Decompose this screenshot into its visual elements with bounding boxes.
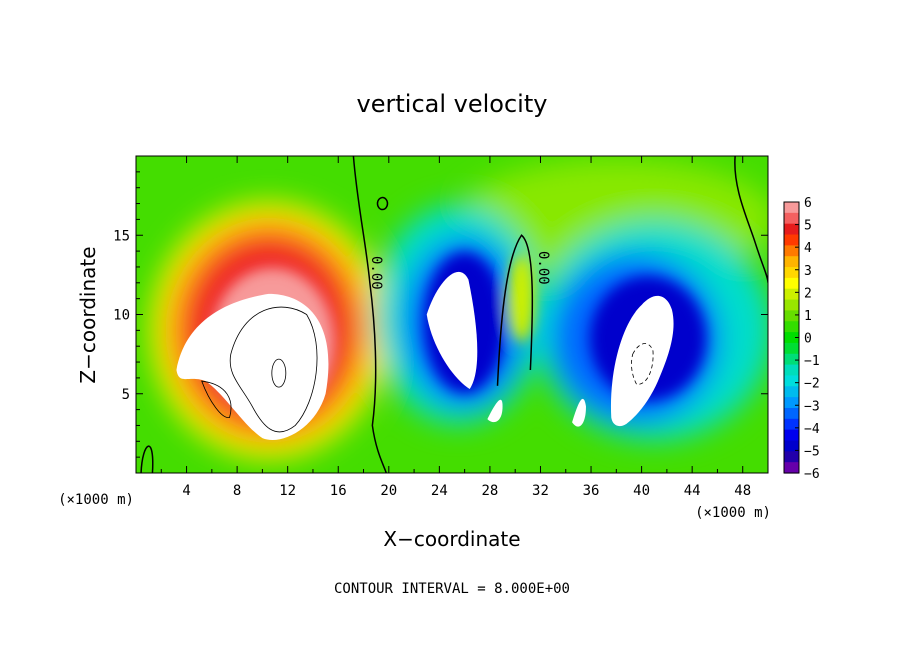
colorbar-band — [784, 299, 799, 311]
colorbar-band — [784, 288, 799, 301]
colorbar-band — [784, 321, 799, 333]
colorbar-band — [784, 310, 799, 322]
colorbar-band — [784, 277, 799, 290]
colorbar-band — [784, 267, 799, 279]
core-contour — [271, 358, 287, 388]
colorbar-tick-label: −2 — [804, 377, 820, 392]
downdraft-saturated-core — [610, 295, 674, 427]
colorbar-band — [784, 397, 799, 409]
colorbar-band — [784, 256, 799, 268]
x-tick-label: 12 — [279, 483, 296, 499]
colorbar-band — [784, 375, 799, 387]
zero-contour — [140, 445, 154, 473]
colorbar-band — [784, 234, 799, 246]
y-tick-label: 10 — [113, 308, 130, 324]
core-contour — [201, 380, 232, 418]
downdraft-saturated-core — [426, 271, 478, 389]
colorbar-band — [784, 353, 799, 366]
contour-label-west: 0.00 — [368, 256, 384, 290]
colorbar-band — [784, 386, 799, 398]
x-tick-label: 20 — [380, 483, 397, 499]
core-contour — [229, 306, 318, 433]
zero-contour — [352, 156, 387, 473]
chart-title: vertical velocity — [357, 90, 548, 118]
x-tick-label: 36 — [583, 483, 600, 499]
y-tick-label: 15 — [113, 228, 130, 244]
x-axis-label: X−coordinate — [383, 527, 520, 551]
colorbar-band — [784, 418, 799, 431]
x-tick-label: 16 — [330, 483, 347, 499]
downdraft-saturated-core — [487, 399, 503, 423]
colorbar-band — [784, 440, 799, 452]
colorbar: 6 5 4 3 2 1 0 −1 −2 −3 −4 −5 −6 — [783, 196, 820, 482]
field-region — [507, 254, 536, 343]
colorbar-tick-label: −4 — [804, 422, 820, 437]
colorbar-band — [784, 451, 799, 463]
colorbar-tick-label: 6 — [804, 196, 812, 211]
x-tick-label: 40 — [633, 483, 650, 499]
x-tick-label: 32 — [532, 483, 549, 499]
colorbar-band — [784, 202, 799, 214]
colorbar-band — [784, 342, 799, 355]
colorbar-tick-label: 3 — [804, 264, 812, 279]
colorbar-band — [784, 407, 799, 420]
downdraft-saturated-core — [572, 398, 586, 427]
x-tick-label: 24 — [431, 483, 448, 499]
x-tick-label: 28 — [481, 483, 498, 499]
core-contours — [201, 306, 654, 433]
y-tick-label: 5 — [122, 387, 130, 403]
x-unit-label: (×1000 m) — [695, 505, 771, 521]
x-axis: 4 8 12 16 20 24 28 32 36 40 44 48 — [160, 156, 751, 499]
x-tick-label: 4 — [182, 483, 190, 499]
colorbar-tick-label: −1 — [804, 354, 820, 369]
x-tick-label: 48 — [734, 483, 751, 499]
colorbar-tick-label: −3 — [804, 399, 820, 414]
heatmap-field — [136, 156, 768, 473]
zero-contour — [376, 196, 389, 211]
colorbar-band — [784, 332, 799, 344]
y-axis: 5 10 15 — [113, 171, 768, 458]
y-axis-label: Z−coordinate — [76, 246, 100, 383]
x-tick-label: 44 — [684, 483, 701, 499]
colorbar-band — [784, 462, 799, 474]
colorbar-band — [784, 223, 799, 236]
colorbar-tick-label: 0 — [804, 332, 812, 347]
zero-contour — [496, 234, 534, 386]
colorbar-band — [784, 429, 799, 442]
zero-contour — [734, 156, 768, 283]
contour-interval-note: CONTOUR INTERVAL = 8.000E+00 — [334, 581, 570, 597]
colorbar-band — [784, 212, 799, 225]
contour-label-east: 0.00 — [535, 251, 551, 285]
x-tick-label: 8 — [233, 483, 241, 499]
colorbar-tick-label: 4 — [804, 241, 812, 256]
negative-contour — [631, 343, 654, 385]
colorbar-tick-label: −5 — [804, 444, 820, 459]
colorbar-tick-label: 1 — [804, 309, 812, 324]
colorbar-band — [784, 364, 799, 377]
z-unit-label: (×1000 m) — [58, 492, 134, 508]
colorbar-tick-label: 5 — [804, 219, 812, 234]
updraft-saturated-core — [176, 293, 329, 441]
colorbar-tick-label: 2 — [804, 286, 812, 301]
zero-contours — [140, 156, 768, 473]
colorbar-tick-label: −6 — [804, 467, 820, 482]
colorbar-band — [784, 245, 799, 257]
